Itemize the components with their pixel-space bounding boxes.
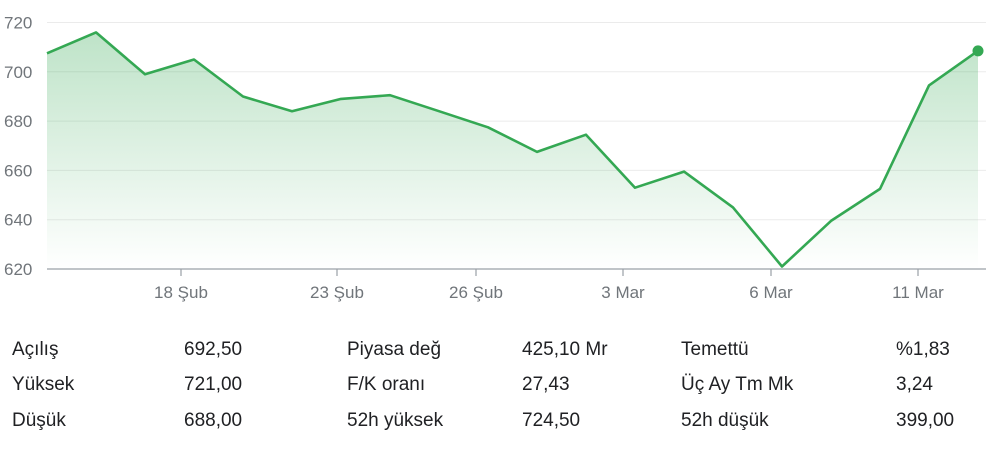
stat-label: Düşük [12, 410, 66, 431]
data-point [534, 149, 540, 155]
x-tick-label: 18 Şub [154, 283, 208, 302]
price-line [46, 31, 979, 268]
y-tick-label: 640 [4, 211, 32, 230]
x-tick-label: 3 Mar [601, 283, 645, 302]
last-price-marker[interactable] [972, 45, 984, 57]
data-point [289, 108, 295, 114]
stat-52w-low: 52h düşük 399,00 [681, 403, 981, 439]
data-point [93, 29, 99, 35]
stat-value: 688,00 [184, 410, 243, 431]
stat-value: %1,83 [896, 339, 950, 360]
x-axis-ticks: 18 Şub 23 Şub 26 Şub 3 Mar 6 Mar 11 Mar [154, 269, 944, 302]
y-tick-label: 720 [4, 14, 32, 33]
data-point [436, 108, 442, 114]
y-tick-label: 680 [4, 112, 32, 131]
y-axis-ticks: 720 700 680 660 640 620 [4, 14, 32, 280]
x-tick-label: 26 Şub [449, 283, 503, 302]
stat-value: 425,10 Mr [522, 339, 608, 360]
x-tick-label: 11 Mar [892, 283, 944, 302]
price-chart: 720 700 680 660 640 620 18 Şub 23 Şub 26 Şub 3 M… [4, 14, 986, 302]
stat-label: F/K oranı [347, 374, 426, 395]
y-tick-label: 660 [4, 161, 32, 180]
stat-label: Piyasa değ [347, 339, 442, 360]
data-point [632, 185, 638, 191]
stat-label: Temettü [681, 339, 749, 360]
stat-dividend: Temettü %1,83 [681, 332, 981, 368]
data-point [387, 92, 393, 98]
data-point [44, 50, 50, 56]
data-point [926, 82, 932, 88]
stat-label: Yüksek [12, 374, 75, 395]
data-point [877, 186, 883, 192]
data-point [240, 93, 246, 99]
stat-value: 692,50 [184, 339, 243, 360]
stat-label: 52h düşük [681, 410, 769, 431]
stat-value: 724,50 [522, 410, 581, 431]
data-point [142, 71, 148, 77]
stat-52w-high: 52h yüksek 724,50 [347, 403, 627, 439]
data-point [730, 204, 736, 210]
stat-value: 399,00 [896, 410, 955, 431]
price-area-fill [47, 32, 978, 270]
data-point [338, 96, 344, 102]
stat-value: 3,24 [896, 374, 933, 395]
stat-market-cap: Piyasa değ 425,10 Mr [347, 332, 627, 368]
stat-label: Açılış [12, 339, 59, 360]
x-tick-label: 6 Mar [749, 283, 793, 302]
stats-panel: Açılış 692,50 Yüksek 721,00 Düşük 688,00… [0, 332, 1002, 442]
stat-quarterly-div-amount: Üç Ay Tm Mk 3,24 [681, 367, 981, 403]
data-point [485, 124, 491, 130]
stat-value: 721,00 [184, 374, 243, 395]
stat-label: Üç Ay Tm Mk [681, 374, 794, 395]
data-point [583, 132, 589, 138]
stat-open: Açılış 692,50 [12, 332, 252, 368]
data-point [681, 169, 687, 175]
x-tick-label: 23 Şub [310, 283, 364, 302]
data-point [828, 218, 834, 224]
stat-low: Düşük 688,00 [12, 403, 252, 439]
y-tick-label: 620 [4, 260, 32, 279]
y-tick-label: 700 [4, 63, 32, 82]
stat-pe-ratio: F/K oranı 27,43 [347, 367, 627, 403]
data-point [191, 56, 197, 62]
stat-value: 27,43 [522, 374, 570, 395]
stat-label: 52h yüksek [347, 410, 444, 431]
stat-high: Yüksek 721,00 [12, 367, 252, 403]
